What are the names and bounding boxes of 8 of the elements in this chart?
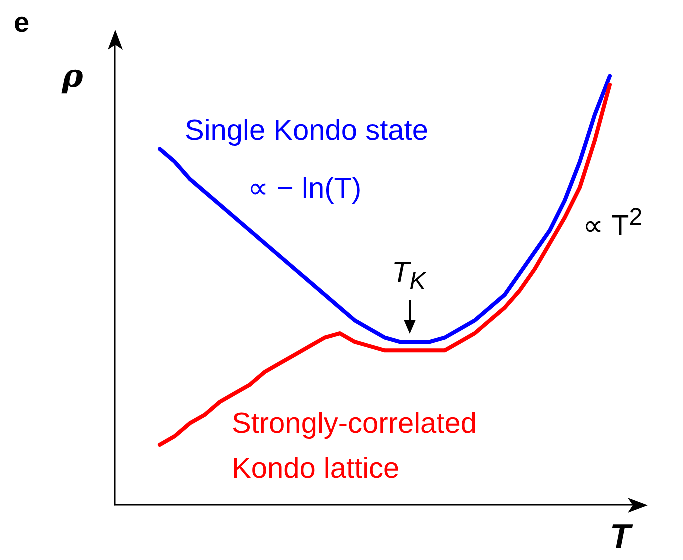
y-axis-title: ρ: [62, 56, 84, 97]
x-axis-title: T: [610, 517, 631, 558]
annotation: T$_{K}$: [392, 256, 426, 297]
text: e: [14, 6, 30, 40]
series-label: Strongly-correlated Kondo lattice: [232, 407, 478, 487]
annotation: ∝ T$^{2}$: [583, 203, 643, 245]
series-label: Single Kondo state: [185, 114, 428, 149]
annotation: ∝ − ln(T): [248, 172, 362, 207]
